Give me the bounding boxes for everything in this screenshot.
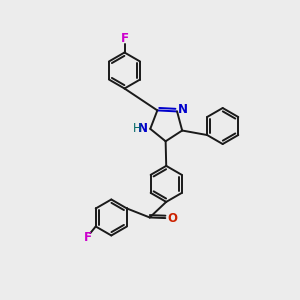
Text: O: O [167,212,177,225]
Text: F: F [84,231,92,244]
Text: H: H [133,122,142,135]
Text: N: N [178,103,188,116]
Text: F: F [121,32,128,46]
Text: N: N [138,122,148,135]
